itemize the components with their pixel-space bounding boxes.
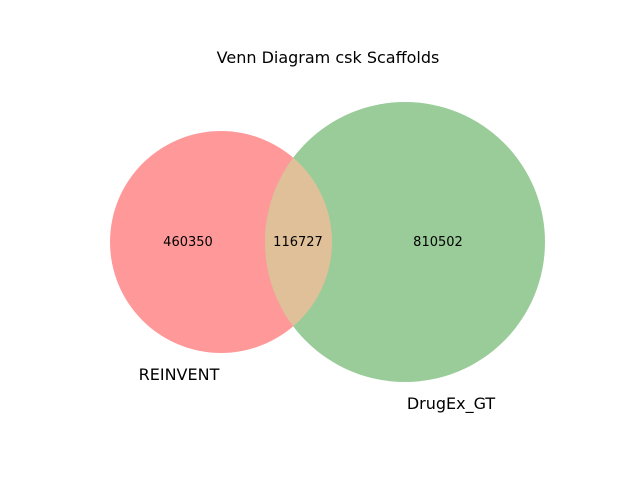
set-circle-drugex-gt bbox=[265, 102, 545, 382]
drugex-gt-only-count: 810502 bbox=[413, 235, 463, 250]
reinvent-only-count: 460350 bbox=[163, 235, 213, 250]
diagram-title: Venn Diagram csk Scaffolds bbox=[217, 48, 440, 67]
intersection-count: 116727 bbox=[273, 235, 323, 250]
set-label-drugex-gt: DrugEx_GT bbox=[407, 394, 496, 414]
set-label-reinvent: REINVENT bbox=[139, 365, 220, 384]
